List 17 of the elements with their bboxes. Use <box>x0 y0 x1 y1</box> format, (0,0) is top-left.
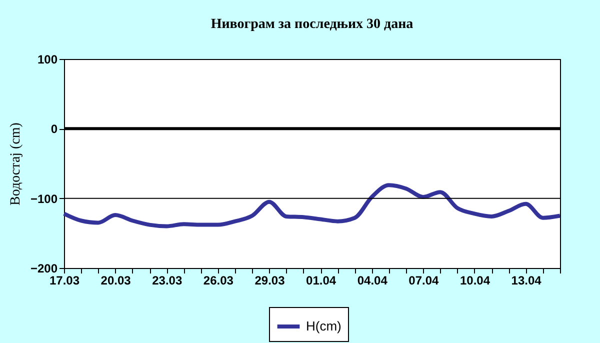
x-tick-label: 29.03 <box>254 274 286 288</box>
x-tick-label: 20.03 <box>100 274 132 288</box>
y-tick-label: 100 <box>37 52 58 66</box>
y-axis-title: Водостај (cm) <box>8 122 24 206</box>
chart-title: Нивограм за последњих 30 дана <box>210 17 414 32</box>
x-tick-label: 10.04 <box>460 274 490 288</box>
legend-label: H(cm) <box>306 318 342 334</box>
x-tick-label: 13.04 <box>511 274 542 288</box>
x-tick-label: 26.03 <box>203 274 234 288</box>
x-tick-label: 04.04 <box>357 274 388 288</box>
x-tick-label: 01.04 <box>306 274 336 288</box>
x-tick-label: 07.04 <box>408 274 440 288</box>
x-tick-label: 17.03 <box>49 274 80 288</box>
y-tick-label: −100 <box>30 192 58 206</box>
y-tick-label: −200 <box>30 262 58 276</box>
x-tick-label: 23.03 <box>152 274 182 288</box>
y-tick-label: 0 <box>50 122 58 136</box>
